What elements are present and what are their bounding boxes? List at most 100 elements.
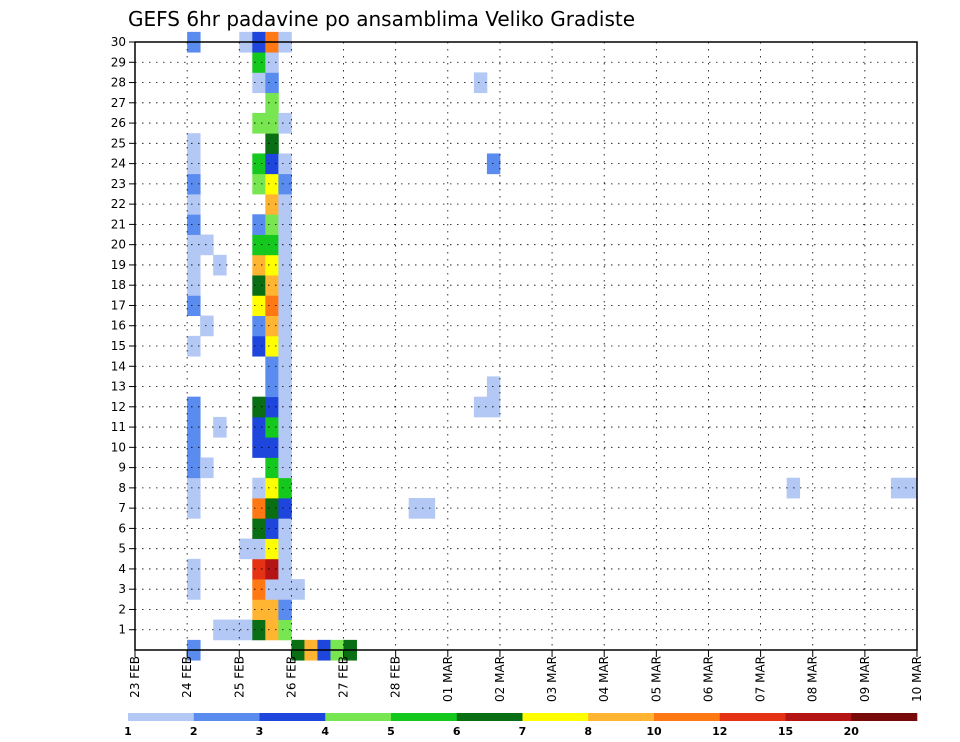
y-tick-label: 26: [111, 116, 126, 130]
heatmap-cell: [265, 518, 279, 539]
colorbar-label: 1: [124, 725, 132, 738]
y-tick-label: 30: [111, 35, 126, 49]
heatmap-cell: [226, 619, 240, 641]
plot-frame: [134, 41, 918, 651]
y-tick-label: 10: [111, 440, 126, 454]
y-tick-label: 3: [118, 582, 126, 596]
x-tick-label: 06 MAR: [701, 656, 715, 702]
heatmap-cell: [278, 315, 292, 337]
heatmap-cell: [200, 234, 214, 256]
x-tick-label: 25 FEB: [232, 656, 246, 698]
heatmap-cell: [252, 477, 266, 499]
colorbar-swatch: [588, 713, 655, 721]
heatmap-cell: [252, 275, 266, 296]
heatmap-cell: [291, 579, 305, 600]
y-tick-label: 16: [111, 319, 126, 333]
heatmap-cell: [473, 72, 488, 94]
heatmap-cell: [278, 335, 292, 357]
heatmap-cell: [187, 498, 201, 519]
heatmap-cell: [252, 579, 266, 600]
heatmap-cell: [252, 214, 266, 235]
y-tick-label: 25: [111, 136, 126, 150]
heatmap-cell: [278, 457, 292, 479]
heatmap-cell: [252, 173, 266, 195]
heatmap-cell: [187, 173, 201, 195]
heatmap-cell: [187, 437, 201, 458]
heatmap-cell: [187, 416, 201, 438]
heatmap-cell: [265, 112, 279, 134]
heatmap-cell: [265, 376, 279, 398]
x-tick-label: 03 MAR: [545, 656, 559, 702]
heatmap-cell: [252, 538, 266, 560]
heatmap-cell: [252, 416, 266, 438]
y-tick-label: 22: [111, 197, 126, 211]
heatmap-cell: [187, 275, 201, 296]
y-tick-label: 8: [118, 481, 126, 495]
heatmap-cell: [252, 295, 266, 316]
colorbar-swatch: [851, 713, 918, 721]
heatmap-cell: [252, 234, 266, 256]
heatmap-cell: [252, 335, 266, 357]
heatmap-cell: [265, 92, 279, 114]
heatmap-cell: [265, 396, 279, 418]
colorbar-swatch: [456, 713, 523, 721]
heatmap-cell: [187, 558, 201, 580]
x-tick-label: 08 MAR: [806, 656, 820, 702]
heatmap-cell: [252, 112, 266, 134]
x-tick-label: 09 MAR: [858, 656, 872, 702]
colorbar-swatch: [719, 713, 786, 721]
heatmap-cell: [278, 558, 292, 580]
y-tick-label: 19: [111, 258, 126, 272]
heatmap-cell: [278, 295, 292, 316]
heatmap-cell: [187, 234, 201, 256]
heatmap-cell: [278, 498, 292, 519]
y-tick-label: 29: [111, 55, 126, 69]
heatmap-cell: [265, 214, 279, 235]
y-tick-label: 23: [111, 177, 126, 191]
heatmap-cell: [265, 335, 279, 357]
heatmap-cell: [265, 275, 279, 296]
heatmap-cells: [187, 31, 918, 661]
x-tick-label: 05 MAR: [649, 656, 663, 702]
y-tick-label: 1: [118, 623, 126, 637]
colorbar-label: 7: [519, 725, 527, 738]
heatmap-cell: [265, 437, 279, 458]
heatmap-cell: [278, 275, 292, 296]
y-tick-label: 12: [111, 400, 126, 414]
heatmap-cell: [252, 558, 266, 580]
colorbar-legend: 1 2 3 4 5 6 7 8 10 12 15 20: [124, 713, 918, 738]
y-tick-label: 7: [118, 501, 126, 515]
x-tick-label: 10 MAR: [910, 656, 924, 702]
grid-lines: [135, 42, 917, 650]
y-tick-label: 5: [118, 542, 126, 556]
heatmap-cell: [265, 173, 279, 195]
heatmap-cell: [187, 335, 201, 357]
heatmap-cell: [278, 437, 292, 458]
x-tick-label: 27 FEB: [337, 656, 351, 698]
heatmap-cell: [187, 153, 201, 175]
heatmap-cell: [252, 599, 266, 620]
heatmap-cell: [278, 356, 292, 377]
y-tick-label: 21: [111, 217, 126, 231]
colorbar-label: 20: [844, 725, 860, 738]
heatmap-cell: [265, 599, 279, 620]
heatmap-cell: [278, 214, 292, 235]
colorbar-label: 3: [256, 725, 264, 738]
colorbar-label: 5: [387, 725, 395, 738]
colorbar-label: 12: [712, 725, 727, 738]
colorbar-label: 2: [190, 725, 198, 738]
heatmap-cell: [265, 295, 279, 316]
colorbar-label: 8: [584, 725, 592, 738]
heatmap-cell: [278, 518, 292, 539]
x-tick-label: 28 FEB: [389, 656, 403, 698]
heatmap-cell: [200, 457, 214, 479]
heatmap-cell: [252, 254, 266, 276]
heatmap-cell: [265, 538, 279, 560]
heatmap-cell: [278, 234, 292, 256]
heatmap-cell: [278, 538, 292, 560]
heatmap-cell: [278, 254, 292, 276]
heatmap-cell: [187, 194, 201, 215]
heatmap-cell: [187, 457, 201, 479]
colorbar-label: 4: [321, 725, 329, 738]
colorbar-label: 6: [453, 725, 461, 738]
